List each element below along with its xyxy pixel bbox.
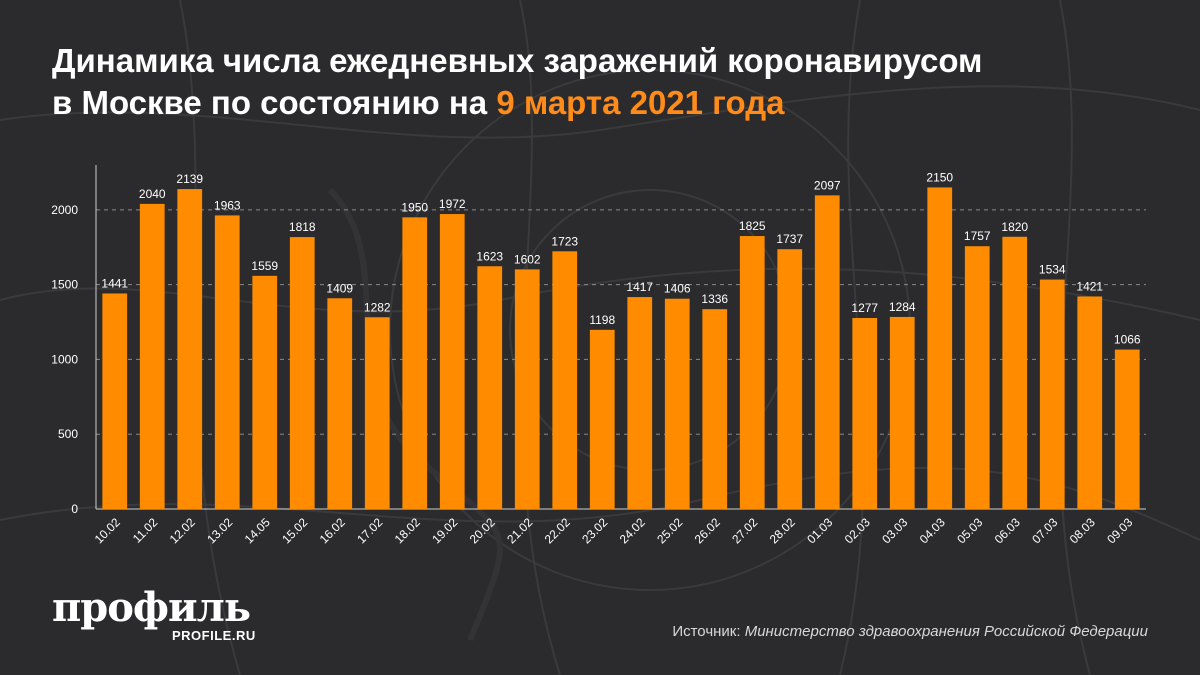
data-label: 1406	[664, 282, 691, 296]
y-tick-label: 1000	[51, 352, 78, 366]
x-tick-label: 02.03	[842, 515, 873, 546]
source-value: Министерство здравоохранения Российской …	[744, 623, 1148, 640]
x-tick-label: 04.03	[917, 515, 948, 546]
data-label: 1282	[364, 300, 391, 314]
bar	[327, 298, 353, 509]
bar	[852, 318, 878, 509]
y-tick-label: 0	[71, 502, 78, 516]
bar	[402, 217, 428, 509]
x-tick-label: 16.02	[317, 515, 348, 546]
x-tick-label: 19.02	[429, 515, 460, 546]
data-label: 1559	[251, 259, 278, 273]
x-tick-label: 06.03	[992, 515, 1023, 546]
chart-title: Динамика числа ежедневных заражений коро…	[52, 40, 1162, 124]
bar	[927, 187, 953, 509]
x-tick-label: 25.02	[654, 515, 685, 546]
data-label: 1409	[326, 281, 353, 295]
x-tick-label: 24.02	[617, 515, 648, 546]
data-label: 1441	[101, 276, 128, 290]
data-label: 1284	[889, 300, 916, 314]
x-tick-label: 09.03	[1104, 515, 1135, 546]
bar	[1039, 279, 1065, 509]
data-label: 2040	[139, 187, 166, 201]
x-tick-label: 22.02	[542, 515, 573, 546]
data-label: 1757	[964, 229, 991, 243]
data-label: 1818	[289, 220, 316, 234]
bar	[439, 214, 465, 510]
bar	[964, 246, 990, 509]
bar	[739, 236, 765, 510]
bar	[102, 293, 128, 509]
bar	[139, 203, 165, 509]
bar	[627, 297, 653, 509]
data-label: 1066	[1114, 333, 1141, 347]
data-label: 1277	[851, 301, 878, 315]
bar	[589, 329, 615, 509]
x-tick-label: 14.05	[242, 515, 273, 546]
bar	[664, 298, 690, 509]
data-label: 1336	[701, 292, 728, 306]
x-tick-label: 18.02	[392, 515, 423, 546]
data-label: 1963	[214, 198, 241, 212]
y-tick-label: 1500	[51, 278, 78, 292]
data-label: 1417	[626, 280, 653, 294]
x-tick-label: 07.03	[1029, 515, 1060, 546]
bar	[252, 275, 278, 509]
source-label: Источник:	[672, 623, 745, 640]
bar	[702, 309, 728, 509]
bar	[1114, 349, 1140, 509]
x-tick-label: 10.02	[92, 515, 123, 546]
profile-logo: профиль	[52, 584, 251, 631]
bar	[1077, 296, 1103, 509]
data-label: 1723	[551, 234, 578, 248]
x-tick-label: 23.02	[579, 515, 610, 546]
x-tick-label: 12.02	[167, 515, 198, 546]
data-label: 1972	[439, 197, 466, 211]
title-date-highlight: 9 марта 2021 года	[496, 84, 785, 121]
x-tick-label: 01.03	[804, 515, 835, 546]
bar	[177, 189, 203, 509]
x-tick-label: 26.02	[692, 515, 723, 546]
x-tick-label: 13.02	[204, 515, 235, 546]
title-line1: Динамика числа ежедневных заражений коро…	[52, 42, 983, 79]
data-label: 1825	[739, 219, 766, 233]
bar	[777, 249, 803, 510]
x-tick-label: 20.02	[467, 515, 498, 546]
data-label: 1950	[401, 200, 428, 214]
x-tick-label: 28.02	[767, 515, 798, 546]
profile-site-label: PROFILE.RU	[172, 628, 256, 643]
bar	[814, 195, 840, 509]
bar	[514, 269, 540, 509]
x-tick-label: 03.03	[879, 515, 910, 546]
bar	[364, 317, 390, 509]
x-tick-label: 08.03	[1067, 515, 1098, 546]
bar	[289, 237, 315, 509]
x-tick-label: 27.02	[729, 515, 760, 546]
bar	[889, 316, 915, 509]
data-label: 1737	[776, 232, 803, 246]
data-label: 1602	[514, 252, 541, 266]
data-label: 1198	[589, 313, 615, 327]
bar	[552, 251, 578, 509]
x-tick-label: 21.02	[504, 515, 535, 546]
y-tick-label: 500	[58, 427, 78, 441]
x-tick-label: 17.02	[354, 515, 385, 546]
data-label: 1623	[476, 249, 503, 263]
x-tick-label: 11.02	[130, 515, 161, 546]
y-tick-label: 2000	[51, 203, 78, 217]
data-label: 2139	[176, 172, 203, 186]
x-tick-label: 05.03	[954, 515, 985, 546]
data-label: 1820	[1001, 220, 1028, 234]
data-label: 2097	[814, 178, 841, 192]
bar	[214, 215, 240, 509]
bar	[1002, 236, 1028, 509]
bar	[477, 266, 503, 509]
data-label: 2150	[926, 170, 953, 184]
title-line2-prefix: в Москве по состоянию на	[52, 84, 497, 121]
data-label: 1421	[1076, 279, 1103, 293]
x-tick-label: 15.02	[279, 515, 310, 546]
source-note: Источник: Министерство здравоохранения Р…	[672, 623, 1148, 640]
data-label: 1534	[1039, 263, 1066, 277]
